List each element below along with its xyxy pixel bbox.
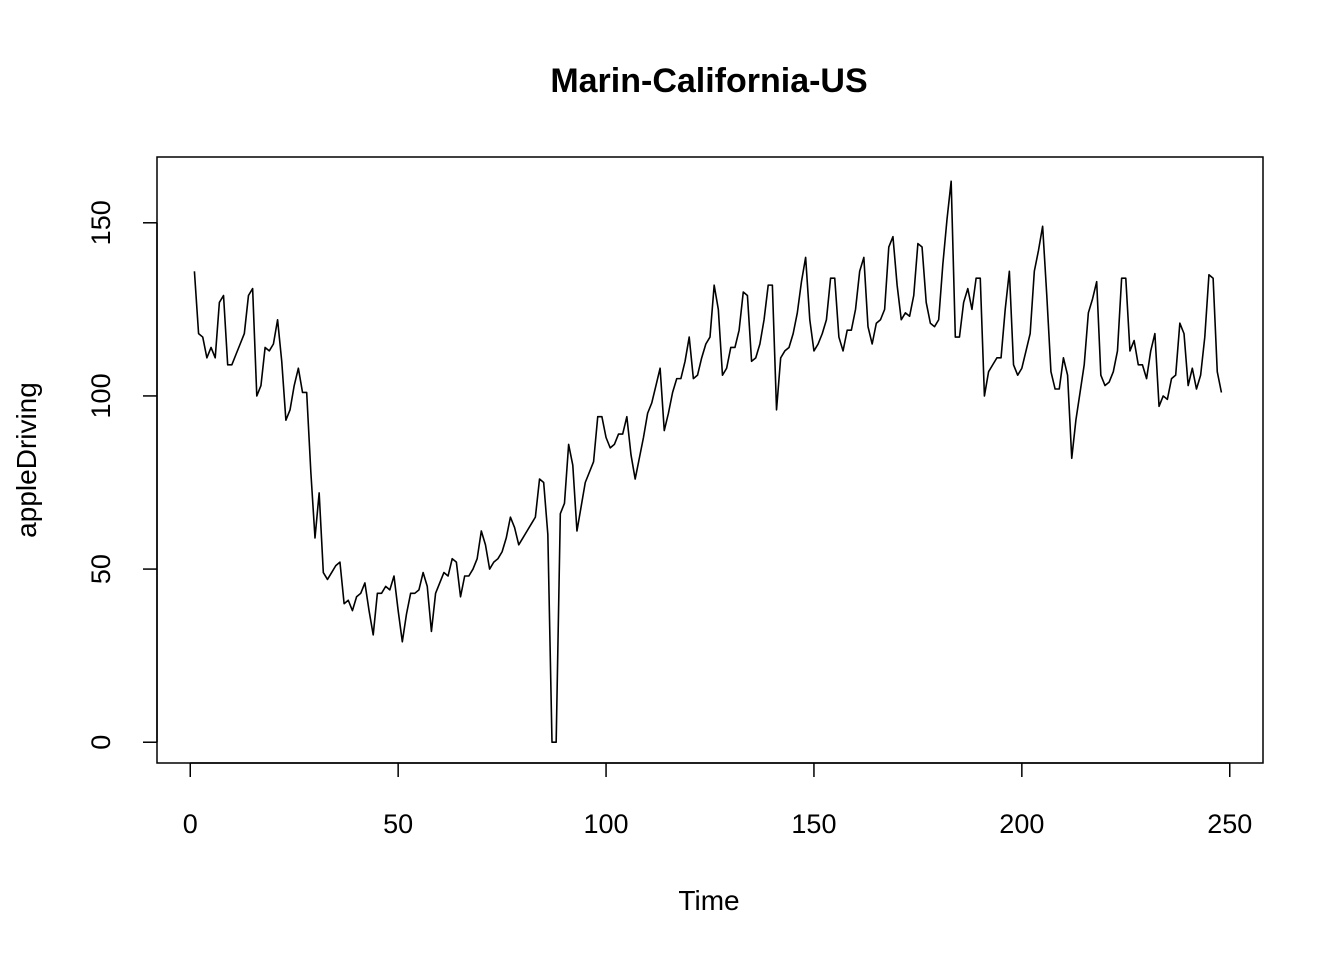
y-axis: 0 50 100 150 [86,200,158,750]
x-axis: 0 50 100 150 200 250 [183,762,1252,839]
series-layer [193,180,1223,744]
x-tick-label: 150 [791,809,836,839]
x-tick-label: 250 [1207,809,1252,839]
x-axis-label: Time [678,885,739,916]
plot-frame [156,156,1264,764]
x-tick-label: 0 [183,809,198,839]
y-axis-label: appleDriving [11,382,42,538]
x-tick-label: 50 [383,809,413,839]
y-tick-label: 150 [86,200,116,245]
y-tick-label: 50 [86,554,116,584]
x-tick-label: 100 [584,809,629,839]
y-tick-label: 0 [86,735,116,750]
chart-title: Marin-California-US [550,62,867,100]
y-tick-label: 100 [86,373,116,418]
series-line [193,180,1223,744]
x-tick-label: 200 [999,809,1044,839]
